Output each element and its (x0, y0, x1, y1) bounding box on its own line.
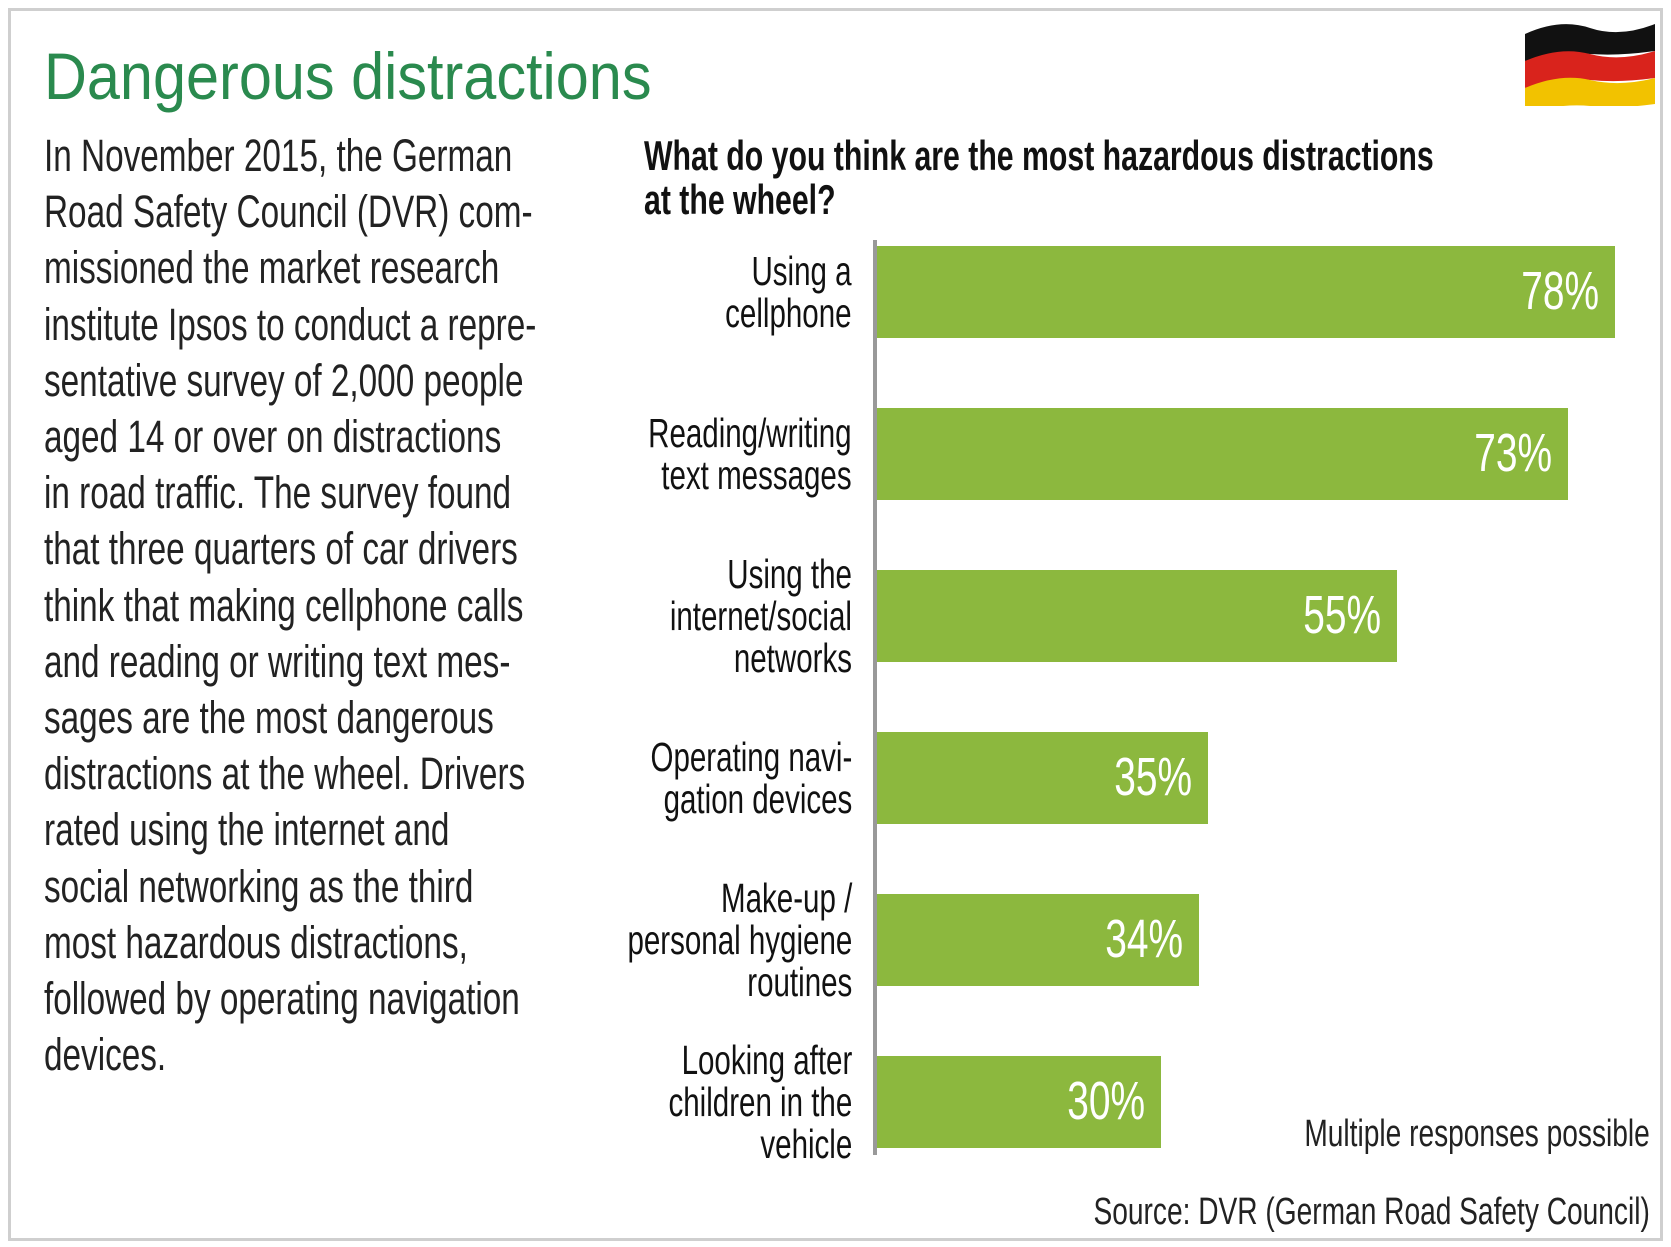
value-label: 34% (1104, 909, 1183, 969)
value-label: 30% (1066, 1071, 1145, 1131)
category-text: Looking after children in the vehicle (668, 1037, 852, 1167)
value-label: 73% (1473, 423, 1552, 483)
value-label: 35% (1114, 747, 1193, 807)
chart-title-text: What do you think are the most hazardous… (644, 132, 1434, 223)
value-label: 55% (1303, 585, 1382, 645)
flag (1525, 24, 1655, 106)
bar (877, 570, 1398, 662)
category-text: Using a cellphone (725, 248, 852, 336)
category-label: Looking after children in the vehicle (452, 1039, 852, 1165)
bar (877, 246, 1615, 338)
page-title: Dangerous distractions (44, 38, 719, 114)
category-text: Make-up / personal hygiene routines (627, 875, 852, 1005)
category-label: Operating navi- gation devices (452, 736, 852, 820)
value-label: 78% (1521, 261, 1599, 321)
category-text: Operating navi- gation devices (650, 734, 852, 822)
bar (877, 1056, 1161, 1148)
body-text-content: In November 2015, the German Road Safety… (44, 130, 537, 1081)
title-text: Dangerous distractions (44, 39, 652, 113)
source-text: Source: DVR (German Road Safety Council) (1093, 1191, 1650, 1233)
category-label: Using a cellphone (452, 250, 852, 334)
note: Multiple responses possible (1183, 1113, 1650, 1156)
body-text: In November 2015, the German Road Safety… (44, 128, 944, 1083)
chart-title: What do you think are the most hazardous… (644, 134, 1671, 222)
category-text: Using the internet/social networks (669, 551, 852, 681)
axis-line (873, 240, 877, 1155)
source: Source: DVR (German Road Safety Council) (898, 1191, 1650, 1234)
category-text: Reading/writing text messages (648, 410, 852, 498)
bar (877, 894, 1199, 986)
note-text: Multiple responses possible (1304, 1113, 1650, 1155)
category-label: Reading/writing text messages (452, 412, 852, 496)
frame (8, 8, 1663, 1241)
bar (877, 732, 1209, 824)
category-label: Using the internet/social networks (452, 553, 852, 679)
bar (877, 408, 1568, 500)
category-label: Make-up / personal hygiene routines (452, 877, 852, 1003)
